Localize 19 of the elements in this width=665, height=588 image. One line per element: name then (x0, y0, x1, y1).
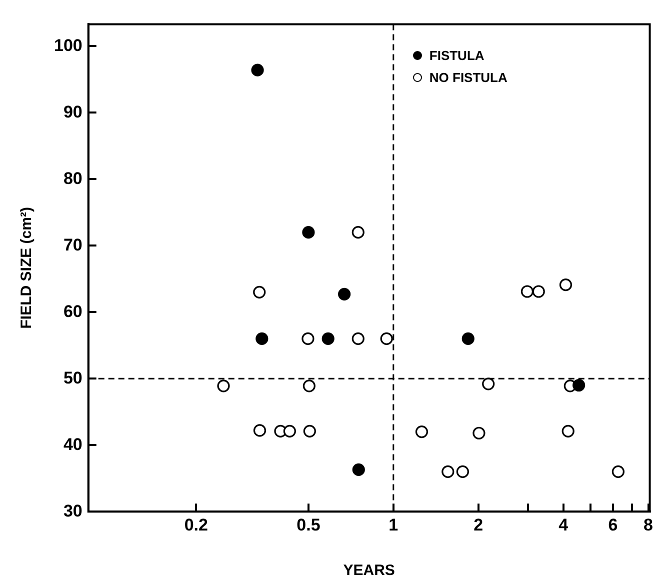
x-axis-title: YEARS (343, 562, 395, 580)
y-tick-label: 60 (63, 302, 82, 321)
y-tick-label: 90 (63, 102, 82, 122)
y-tick-label: 80 (63, 168, 82, 188)
y-tick-label: 100 (54, 36, 82, 55)
x-tick-label: 8 (644, 515, 653, 534)
y-tick-label: 40 (63, 434, 82, 454)
legend-label: NO FISTULA (429, 70, 508, 85)
legend-label: FISTULA (429, 48, 484, 63)
y-axis-title: FIELD SIZE (cm²) (18, 207, 36, 329)
x-tick-label: 1 (388, 515, 398, 534)
y-tick-label: 70 (63, 235, 82, 254)
x-tick-label: 0.2 (184, 515, 208, 534)
y-tick-label: 30 (63, 501, 82, 520)
x-tick-label: 2 (474, 515, 484, 534)
x-tick-label: 4 (558, 515, 569, 534)
x-tick-label: 6 (608, 515, 618, 534)
x-tick-label: 0.5 (296, 515, 320, 534)
y-tick-label: 50 (63, 368, 82, 388)
